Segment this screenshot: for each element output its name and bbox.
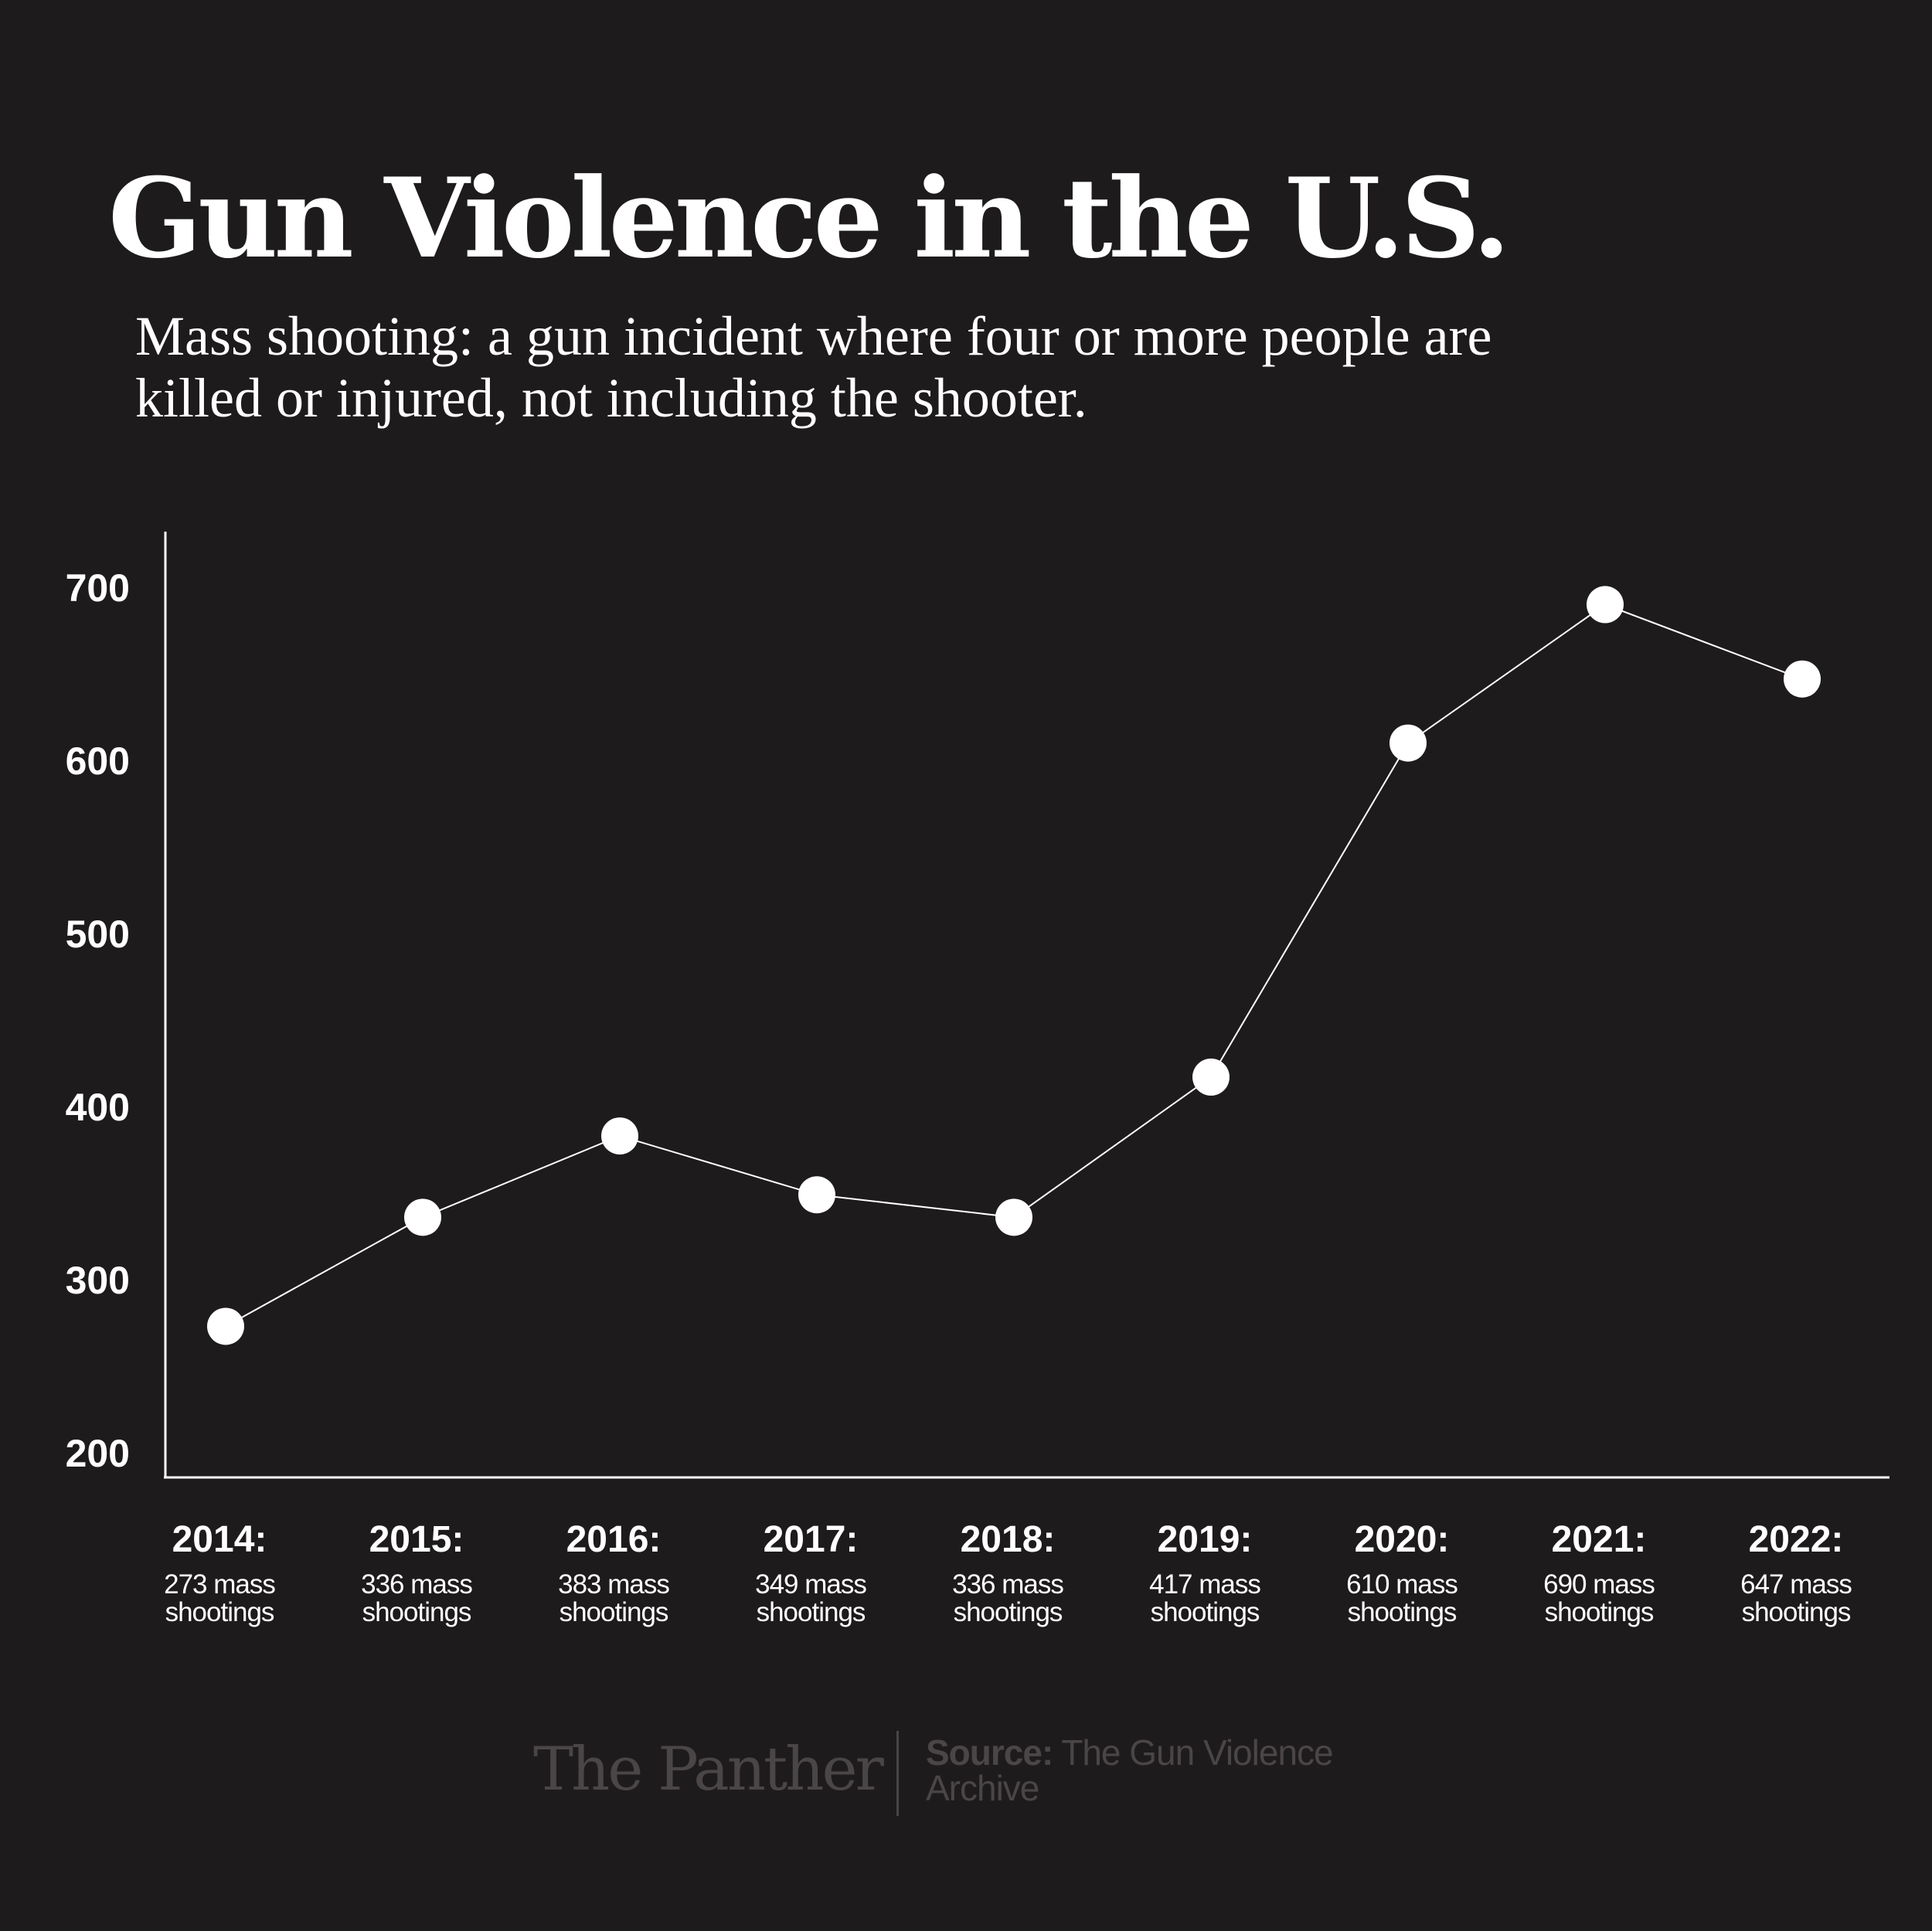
y-tick-label: 400 (66, 1086, 130, 1129)
data-point-2016 (601, 1117, 638, 1155)
data-points (207, 586, 1821, 1345)
y-tick-label: 700 (66, 566, 130, 610)
data-label: 349 mass shootings (755, 1569, 866, 1627)
data-label: 273 mass shootings (164, 1569, 275, 1627)
data-label: 647 mass shootings (1740, 1569, 1852, 1627)
data-point-2020 (1389, 724, 1427, 762)
data-point-2015 (404, 1198, 441, 1236)
data-label: 336 mass shootings (952, 1569, 1063, 1627)
y-tick-label: 200 (66, 1432, 130, 1475)
x-tick-label: 2015: (369, 1519, 464, 1560)
brand-logo: The Panther (533, 1735, 884, 1804)
x-tick-label: 2020: (1355, 1519, 1450, 1560)
data-label: 417 mass shootings (1149, 1569, 1260, 1627)
data-label: 383 mass shootings (558, 1569, 669, 1627)
source-credit: Source: The Gun Violence Archive (926, 1735, 1389, 1806)
x-tick-label: 2014: (172, 1519, 267, 1560)
y-tick-label: 500 (66, 913, 130, 956)
x-tick-label: 2021: (1552, 1519, 1647, 1560)
x-tick-label: 2018: (961, 1519, 1056, 1560)
chart-subtitle: Mass shooting: a gun incident where four… (135, 305, 1492, 429)
data-point-2021 (1587, 586, 1624, 624)
x-tick-label: 2017: (764, 1519, 859, 1560)
footer-divider (896, 1731, 899, 1816)
data-point-2017 (798, 1176, 835, 1214)
data-label: 610 mass shootings (1346, 1569, 1458, 1627)
x-tick-label: 2022: (1749, 1519, 1844, 1560)
source-text: The Gun Violence Archive (926, 1732, 1334, 1808)
data-point-2019 (1192, 1058, 1230, 1096)
x-axis-labels: 2014: 273 mass shootings 2015: 336 mass shoot… (164, 1519, 1852, 1627)
y-tick-label: 300 (66, 1259, 130, 1302)
data-label: 690 mass shootings (1543, 1569, 1655, 1627)
chart-title: Gun Violence in the U.S. (108, 155, 1511, 283)
x-tick-label: 2019: (1158, 1519, 1253, 1560)
data-point-2018 (995, 1198, 1032, 1236)
x-tick-label: 2016: (566, 1519, 662, 1560)
y-axis-ticks: 700 600 500 400 300 200 (66, 566, 130, 1475)
y-tick-label: 600 (66, 739, 130, 783)
data-point-2014 (207, 1307, 244, 1345)
data-point-2022 (1784, 660, 1821, 698)
source-label: Source: (926, 1732, 1053, 1773)
data-label: 336 mass shootings (361, 1569, 472, 1627)
